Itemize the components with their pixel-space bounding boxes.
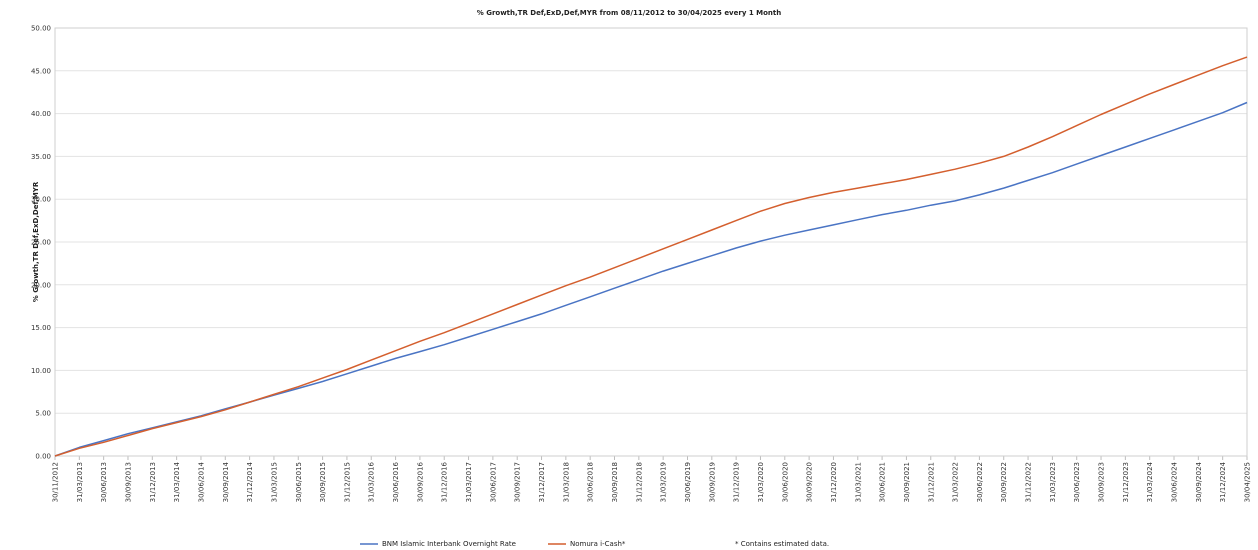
x-tick-label: 30/06/2013 (100, 462, 108, 502)
x-tick-label: 30/06/2020 (781, 462, 789, 502)
x-tick-label: 31/12/2021 (927, 462, 935, 502)
x-tick-label: 30/06/2022 (976, 462, 984, 502)
x-tick-label: 30/09/2016 (416, 461, 424, 502)
x-tick-label: 30/09/2023 (1098, 462, 1106, 502)
x-tick-label: 31/03/2024 (1146, 461, 1154, 502)
x-tick-label: 30/09/2021 (903, 462, 911, 502)
x-tick-label: 31/03/2021 (854, 462, 862, 502)
x-tick-label: 31/12/2024 (1219, 461, 1227, 502)
x-tick-label: 30/06/2018 (587, 462, 595, 502)
x-tick-label: 31/12/2018 (635, 462, 643, 502)
x-tick-label: 31/03/2013 (76, 462, 84, 502)
x-tick-label: 30/09/2018 (611, 462, 619, 502)
x-tick-label: 30/06/2023 (1073, 462, 1081, 502)
y-tick-label: 15.00 (31, 324, 51, 332)
x-tick-label: 31/03/2022 (952, 462, 960, 502)
x-tick-label: 31/12/2019 (733, 462, 741, 502)
legend-label-bnm: BNM Islamic Interbank Overnight Rate (382, 540, 516, 548)
series-lines (54, 56, 1248, 457)
chart-title: % Growth,TR Def,ExD,Def,MYR from 08/11/2… (477, 9, 781, 17)
x-tick-label: 30/06/2019 (684, 462, 692, 502)
x-tick-label: 31/12/2015 (343, 462, 351, 502)
x-tick-label: 31/12/2017 (538, 462, 546, 502)
y-tick-label: 35.00 (31, 153, 51, 161)
x-tick-label: 31/12/2013 (149, 462, 157, 502)
x-tick-label: 30/09/2020 (806, 462, 814, 502)
x-axis-ticks: 30/11/2012 31/03/2013 30/06/2013 30/09/2013… (52, 456, 1252, 502)
x-tick-label: 31/03/2020 (757, 462, 765, 502)
x-tick-label: 31/03/2018 (562, 462, 570, 502)
x-tick-label: 30/06/2015 (295, 462, 303, 502)
x-tick-label: 30/09/2019 (708, 462, 716, 502)
x-tick-label: 31/12/2016 (441, 461, 449, 502)
x-tick-label: 31/12/2020 (830, 462, 838, 502)
grid-lines (55, 27, 1247, 457)
x-tick-label: 30/04/2025 (1244, 462, 1252, 502)
y-tick-label: 40.00 (31, 110, 51, 118)
y-axis-label: % Growth,TR Def,ExD,Def,MYR (32, 181, 40, 302)
series-line-nomura (54, 56, 1248, 457)
y-tick-label: 20.00 (31, 281, 51, 289)
x-tick-label: 30/09/2017 (514, 462, 522, 502)
x-tick-label: 31/03/2015 (270, 462, 278, 502)
legend: BNM Islamic Interbank Overnight Rate Nom… (360, 540, 829, 548)
x-tick-label: 31/12/2022 (1025, 462, 1033, 502)
y-tick-label: 50.00 (31, 25, 51, 33)
x-tick-label: 30/09/2014 (222, 461, 230, 502)
x-tick-label: 30/06/2024 (1171, 461, 1179, 502)
x-tick-label: 30/11/2012 (52, 462, 60, 502)
x-tick-label: 30/06/2016 (392, 461, 400, 502)
x-tick-label: 30/06/2021 (879, 462, 887, 502)
y-tick-label: 10.00 (31, 367, 51, 375)
x-tick-label: 31/12/2014 (246, 461, 254, 502)
x-tick-label: 30/09/2024 (1195, 461, 1203, 502)
legend-label-nomura: Nomura i-Cash* (570, 540, 626, 548)
y-tick-label: 30.00 (31, 196, 51, 204)
y-tick-label: 25.00 (31, 239, 51, 247)
x-tick-label: 30/09/2013 (124, 462, 132, 502)
y-axis-ticks: 0.00 5.00 10.00 15.00 20.00 25.00 30.00 35.00 40… (31, 25, 51, 461)
y-tick-label: 0.00 (35, 453, 51, 461)
footnote-estimated: * Contains estimated data. (735, 540, 829, 548)
x-tick-label: 31/03/2023 (1049, 462, 1057, 502)
y-tick-label: 5.00 (35, 410, 51, 418)
x-tick-label: 31/03/2017 (465, 462, 473, 502)
plot-area (54, 27, 1248, 457)
x-tick-label: 31/03/2014 (173, 461, 181, 502)
x-tick-label: 31/03/2019 (660, 462, 668, 502)
x-tick-label: 30/06/2017 (489, 462, 497, 502)
x-tick-label: 30/09/2015 (319, 462, 327, 502)
x-tick-label: 30/09/2022 (1000, 462, 1008, 502)
x-tick-label: 31/03/2016 (368, 461, 376, 502)
x-tick-label: 31/12/2023 (1122, 462, 1130, 502)
series-line-bnm (54, 101, 1248, 457)
x-tick-label: 30/06/2014 (197, 461, 205, 502)
y-tick-label: 45.00 (31, 67, 51, 75)
